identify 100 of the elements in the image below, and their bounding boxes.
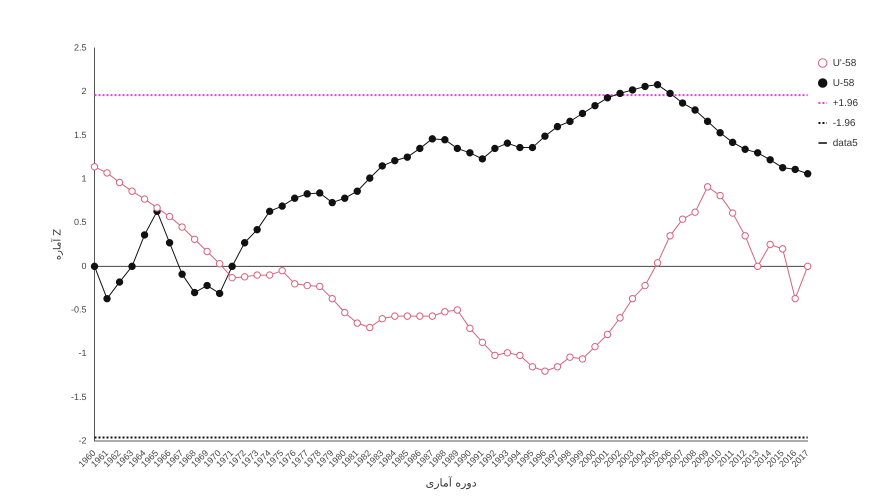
point [604,94,612,102]
point [554,122,562,130]
point [153,204,161,212]
point [691,208,699,216]
point [328,294,336,302]
point [491,144,499,152]
point [253,271,261,279]
point [504,139,512,147]
point [704,183,712,191]
point [90,163,98,170]
point [178,270,186,278]
point [441,308,449,316]
point [804,170,812,178]
point [316,189,324,197]
point [541,132,549,140]
point [741,232,749,240]
point [766,156,774,164]
point [216,290,224,298]
point [190,288,198,296]
point [404,312,412,320]
point [166,212,174,220]
y-tick-label: -2 [78,435,87,446]
point [641,282,649,290]
x-axis-title: دوره آماری [426,475,477,490]
point [566,353,574,361]
point [178,223,186,231]
point [604,330,612,338]
point [628,294,636,302]
point [304,190,311,198]
point [316,282,324,290]
point [591,342,599,350]
point [416,312,424,320]
point [291,280,298,288]
point [666,232,674,240]
point [616,90,624,98]
point [116,178,124,186]
point [654,80,662,88]
point [578,355,586,363]
point [778,164,786,172]
point [516,352,524,360]
point [416,144,424,152]
point [228,274,236,282]
y-tick-label: 1 [81,173,87,184]
point [541,367,549,375]
y-tick-label: -1.5 [70,392,87,402]
point [441,136,449,144]
point [391,312,398,320]
point [491,352,499,360]
legend-label: data5 [832,138,858,149]
point [766,240,774,248]
point [566,118,574,126]
point [140,231,148,239]
point [341,194,348,202]
point [266,208,274,216]
point [678,215,686,223]
point [341,308,348,316]
point [654,259,662,267]
point [778,245,786,253]
point [428,312,436,320]
point [728,209,736,217]
point [140,195,148,203]
point [428,135,436,143]
point [478,155,486,163]
point [554,363,562,370]
point [578,110,586,118]
y-tick-label: 0.5 [74,217,87,228]
point [728,138,736,146]
point [591,102,599,110]
point [466,149,474,156]
y-tick-label: -1 [78,348,87,358]
y-tick-label: 2 [81,86,87,96]
point [404,153,412,161]
point [240,273,248,281]
point [103,294,111,302]
point [278,267,286,274]
point [378,162,386,170]
point [253,226,261,234]
point [754,149,762,156]
point [516,144,524,152]
point [90,262,98,270]
point [791,294,799,302]
point [228,262,236,270]
point [528,144,536,152]
point [454,306,462,314]
point [741,146,749,154]
point [628,86,636,94]
point [190,236,198,243]
point [378,315,386,322]
point [391,156,398,164]
legend-label: U-58 [832,78,855,89]
point [103,169,111,177]
point [716,192,724,200]
point [454,144,462,152]
y-tick-label: 1.5 [74,130,87,140]
point [804,262,812,270]
point [478,338,486,346]
legend-label: -1.96 [832,118,856,129]
point [678,99,686,107]
point [366,324,374,332]
y-tick-label: -0.5 [70,304,87,314]
